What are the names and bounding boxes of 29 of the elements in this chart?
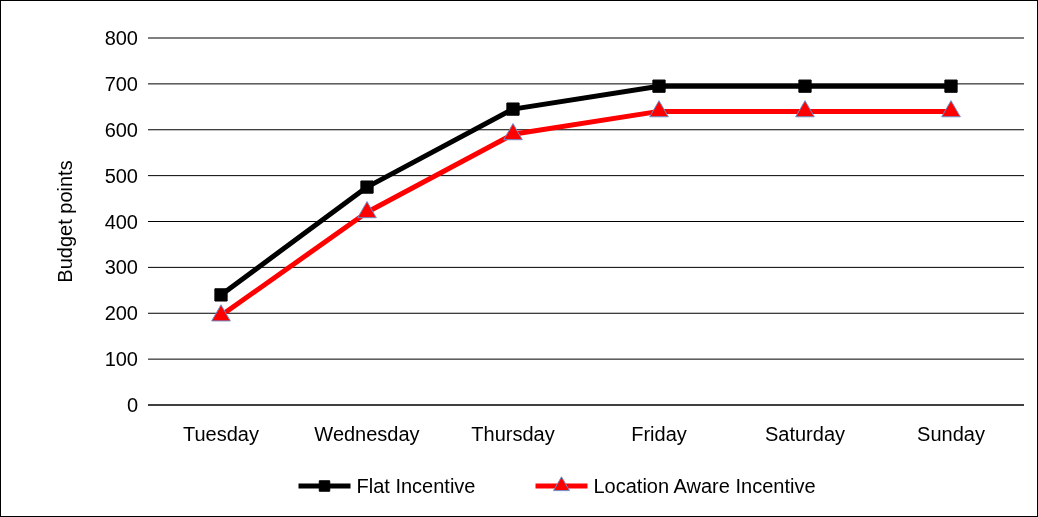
point — [652, 79, 666, 93]
legend-label: Location Aware Incentive — [593, 475, 816, 497]
x-tick-label: Friday — [631, 423, 687, 445]
y-tick-label: 300 — [104, 256, 138, 279]
point — [649, 100, 669, 118]
x-tick-label: Sunday — [917, 423, 985, 445]
point — [357, 201, 377, 219]
x-tick-label: Wednesday — [314, 423, 420, 445]
y-tick-label: 600 — [104, 118, 138, 141]
point — [211, 304, 231, 322]
y-tick-label: 700 — [104, 72, 138, 95]
point — [798, 79, 812, 93]
point — [941, 100, 961, 118]
x-tick-label: Tuesday — [183, 423, 259, 445]
point — [795, 100, 815, 118]
point — [360, 180, 374, 194]
point — [506, 102, 520, 116]
x-tick-label: Thursday — [471, 423, 555, 445]
point — [503, 123, 523, 141]
y-tick-label: 800 — [104, 27, 138, 49]
y-tick-label: 500 — [104, 164, 138, 187]
y-tick-label: 0 — [126, 394, 138, 416]
y-tick-label: 100 — [104, 348, 138, 371]
y-tick-label: 400 — [104, 210, 138, 233]
legend-label: Flat Incentive — [356, 475, 476, 497]
point — [944, 79, 958, 93]
y-axis-title: Budget points — [54, 160, 76, 283]
x-tick-label: Saturday — [764, 423, 846, 445]
y-tick-label: 200 — [104, 302, 138, 325]
